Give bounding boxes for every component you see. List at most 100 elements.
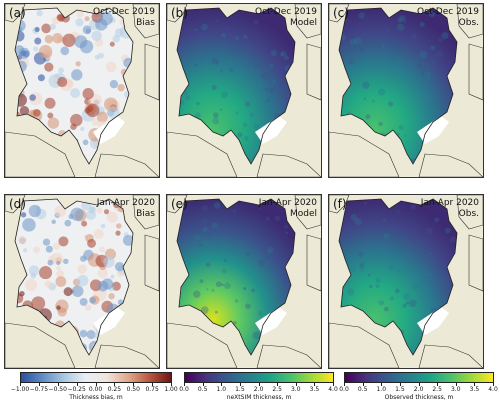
land-mass bbox=[456, 195, 483, 230]
land-mass bbox=[468, 234, 483, 292]
colorbar-tick-mark bbox=[95, 383, 97, 386]
colorbar-tick-mark bbox=[221, 383, 223, 386]
colorbar-tick-mark bbox=[437, 383, 439, 386]
colorbar-tick-label: 2.5 bbox=[272, 386, 282, 393]
colorbar-tick-mark bbox=[171, 383, 172, 386]
land-mass bbox=[329, 131, 400, 177]
colorbar-tick-mark bbox=[295, 383, 297, 386]
panel-label: (b) bbox=[171, 6, 188, 20]
panel-a-bias-oct-dec: (a) Oct-Dec 2019 Bias bbox=[4, 3, 160, 178]
map-f bbox=[329, 195, 483, 368]
colorbar-tick-label: 1.5 bbox=[235, 386, 245, 393]
missing-data-area bbox=[417, 307, 449, 335]
map-e bbox=[167, 195, 321, 368]
land-mass bbox=[418, 153, 483, 177]
map-d bbox=[5, 195, 159, 368]
colorbar-tick-mark bbox=[474, 383, 476, 386]
colorbar-tick-mark bbox=[314, 383, 316, 386]
colorbar-tick-mark bbox=[184, 383, 185, 386]
colorbar-tick-label: 1.5 bbox=[395, 386, 405, 393]
panel-e-model-jan-apr: (e) Jan-Apr 2020 Model bbox=[166, 194, 322, 369]
colorbar-tick-label: −0.75 bbox=[29, 386, 49, 393]
colorbar-tick-mark bbox=[114, 383, 116, 386]
colorbar-tick-label: −1.00 bbox=[10, 386, 30, 393]
panel-d-bias-jan-apr: (d) Jan-Apr 2020 Bias bbox=[4, 194, 160, 369]
colorbar-gradient bbox=[20, 372, 172, 383]
colorbar-tick-mark bbox=[277, 383, 279, 386]
coastline bbox=[338, 7, 458, 165]
colorbar-tick-mark bbox=[38, 383, 40, 386]
map-a bbox=[5, 4, 159, 177]
land-mass bbox=[5, 195, 26, 214]
panel-c-obs-oct-dec: (c) Oct-Dec 2019 Obs. bbox=[328, 3, 484, 178]
land-mass bbox=[329, 4, 350, 23]
colorbar-tick-mark bbox=[258, 383, 260, 386]
land-mass bbox=[132, 4, 159, 39]
colorbar-tick-mark bbox=[344, 383, 345, 386]
coastline bbox=[176, 198, 296, 356]
missing-data-area bbox=[417, 116, 449, 144]
land-mass bbox=[5, 131, 76, 177]
colorbar-tick-label: 0.5 bbox=[357, 386, 368, 393]
panel-title: Jan-Apr 2020 Bias bbox=[96, 198, 155, 219]
panel-title: Oct-Dec 2019 Obs. bbox=[417, 7, 479, 28]
panel-label: (f) bbox=[333, 197, 347, 211]
missing-data-area bbox=[93, 307, 125, 335]
colorbar-label: Thickness bias, m bbox=[69, 394, 123, 401]
land-mass bbox=[456, 4, 483, 39]
colorbar-tick-mark bbox=[239, 383, 241, 386]
colorbar-tick-mark bbox=[455, 383, 457, 386]
colorbar-tick-mark bbox=[76, 383, 78, 386]
land-mass bbox=[294, 195, 321, 230]
colorbar-tick-mark bbox=[333, 383, 334, 386]
missing-data-area bbox=[93, 116, 125, 144]
land-mass bbox=[294, 4, 321, 39]
land-mass bbox=[329, 195, 350, 214]
land-mass bbox=[167, 131, 238, 177]
land-mass bbox=[144, 234, 159, 292]
colorbar-tick-mark bbox=[381, 383, 383, 386]
colorbar-tick-label: 0.0 bbox=[339, 386, 349, 393]
panel-label: (c) bbox=[333, 6, 349, 20]
map-c bbox=[329, 4, 483, 177]
panel-label: (d) bbox=[9, 197, 26, 211]
colorbar-tick-label: 3.5 bbox=[309, 386, 320, 393]
colorbar-tick-label: 1.00 bbox=[164, 386, 178, 393]
land-mass bbox=[418, 344, 483, 368]
land-mass bbox=[132, 195, 159, 230]
coastline bbox=[14, 198, 134, 356]
colorbar-tick-label: 2.0 bbox=[413, 386, 424, 393]
colorbar-tick-mark bbox=[418, 383, 420, 386]
panel-f-obs-jan-apr: (f) Jan-Apr 2020 Obs. bbox=[328, 194, 484, 369]
colorbar-tick-label: 0.25 bbox=[107, 386, 122, 393]
colorbar-tick-label: 1.0 bbox=[376, 386, 387, 393]
land-mass bbox=[329, 322, 400, 368]
land-mass bbox=[167, 322, 238, 368]
land-mass bbox=[5, 4, 26, 23]
land-mass bbox=[5, 322, 76, 368]
colorbar-tick-mark bbox=[20, 383, 21, 386]
map-b bbox=[167, 4, 321, 177]
land-mass bbox=[306, 43, 321, 101]
colorbar-tick-label: −0.50 bbox=[48, 386, 67, 393]
colorbar-tick-label: 3.5 bbox=[469, 386, 480, 393]
land-mass bbox=[256, 153, 321, 177]
land-mass bbox=[256, 344, 321, 368]
colorbar-tick-label: 2.0 bbox=[253, 386, 264, 393]
panel-title: Jan-Apr 2020 Model bbox=[258, 198, 317, 219]
colorbar-tick-label: 0.00 bbox=[88, 386, 103, 393]
panel-label: (a) bbox=[9, 6, 26, 20]
colorbar-tick-label: 2.5 bbox=[432, 386, 442, 393]
colorbar-tick-mark bbox=[399, 383, 401, 386]
coastline bbox=[176, 7, 296, 165]
colorbar-tick-label: 3.0 bbox=[450, 386, 461, 393]
colorbar-gradient bbox=[184, 372, 334, 383]
colorbar-tick-label: 0.50 bbox=[126, 386, 140, 393]
colorbar-tick-label: 1.0 bbox=[216, 386, 227, 393]
colorbar-tick-mark bbox=[57, 383, 59, 386]
coastline bbox=[14, 7, 134, 165]
panel-title: Oct-Dec 2019 Model bbox=[255, 7, 317, 28]
colorbar-gradient bbox=[344, 372, 494, 383]
land-mass bbox=[306, 234, 321, 292]
